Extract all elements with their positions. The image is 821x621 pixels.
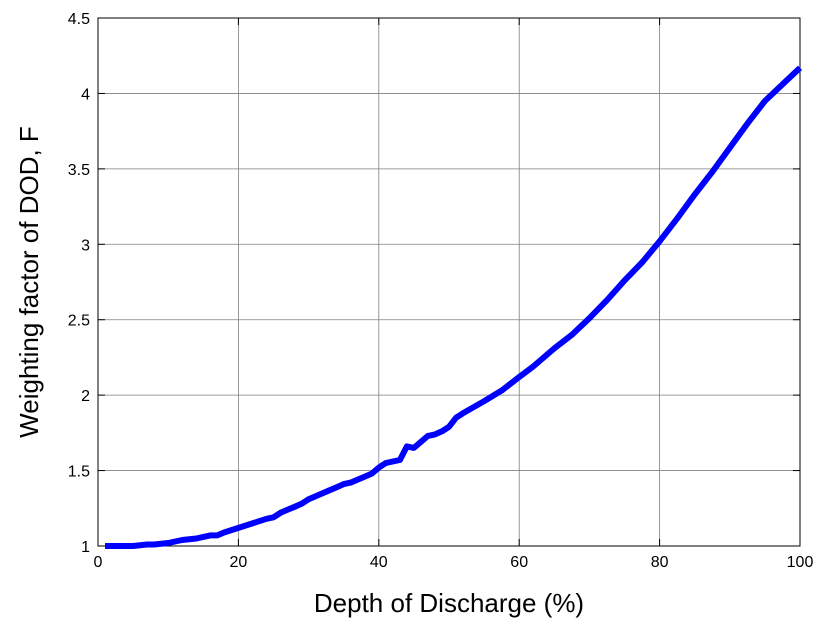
y-tick-label: 2.5 xyxy=(68,313,90,330)
y-tick-label: 4.5 xyxy=(68,11,90,28)
y-axis-label: Weighting factor of DOD, F xyxy=(14,126,44,438)
plot-area xyxy=(98,18,800,546)
x-tick-label: 40 xyxy=(370,554,388,571)
x-tick-label: 80 xyxy=(651,554,669,571)
y-tick-label: 2 xyxy=(81,388,90,405)
axis-ticks xyxy=(97,17,801,547)
y-tick-label: 3.5 xyxy=(68,162,90,179)
y-tick-label: 3 xyxy=(81,237,90,254)
plot-frame xyxy=(97,17,801,547)
x-tick-label: 20 xyxy=(230,554,248,571)
x-tick-label: 0 xyxy=(94,554,103,571)
x-axis-label: Depth of Discharge (%) xyxy=(314,588,584,618)
series-line xyxy=(105,65,803,549)
x-tick-label: 100 xyxy=(787,554,814,571)
grid-lines xyxy=(98,18,800,546)
y-tick-label: 4 xyxy=(81,86,90,103)
y-tick-label: 1 xyxy=(81,539,90,556)
y-tick-label: 1.5 xyxy=(68,464,90,481)
series-group xyxy=(105,65,803,549)
y-tick-labels: 1 1.5 2 2.5 3 3.5 4 4.5 xyxy=(68,11,90,556)
x-tick-label: 60 xyxy=(510,554,528,571)
x-tick-labels: 0 20 40 60 80 100 xyxy=(94,554,814,571)
